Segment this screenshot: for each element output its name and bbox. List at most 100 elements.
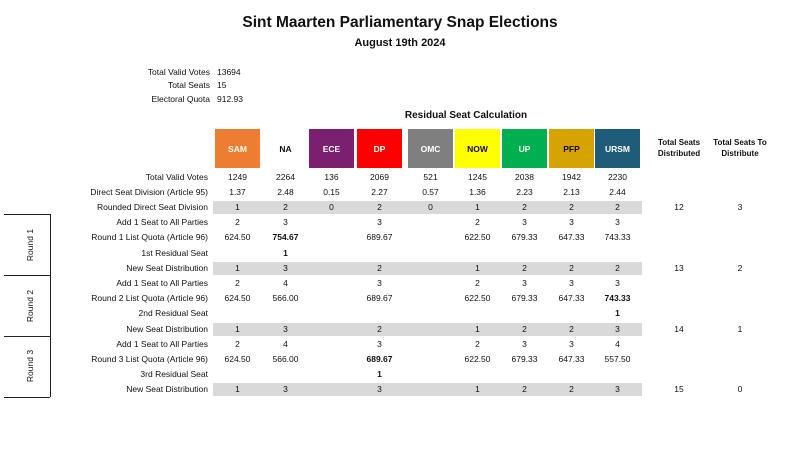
cell-dp: 689.67	[366, 353, 393, 364]
cell-na: 3	[283, 384, 288, 395]
party-header-sam: SAM	[215, 129, 260, 168]
cell-na: 1	[283, 247, 288, 258]
cell-pfp: 1942	[562, 171, 581, 182]
row-highlight	[213, 261, 642, 275]
cell-dp: 2.27	[371, 186, 388, 197]
cell-pfp: 2	[569, 323, 574, 334]
cell-na: 3	[283, 323, 288, 334]
cell-now: 1	[475, 262, 480, 273]
cell-ursm: 2	[615, 262, 620, 273]
row-label: New Seat Distribution	[126, 323, 208, 334]
page-title: Sint Maarten Parliamentary Snap Election…	[242, 14, 558, 31]
cell-now: 2	[475, 217, 480, 228]
cell-ursm: 557.50	[604, 353, 631, 364]
cell-up: 679.33	[511, 232, 538, 243]
row-label: Round 3 List Quota (Article 96)	[91, 353, 208, 364]
cell-up: 679.33	[511, 353, 538, 364]
row-label: New Seat Distribution	[126, 384, 208, 395]
cell-dp: 1	[377, 369, 382, 380]
total-distributed-value: 14	[674, 323, 684, 334]
party-header-ursm: URSM	[595, 129, 640, 168]
row-label: New Seat Distribution	[126, 262, 208, 273]
summary-label: Electoral Quota	[151, 93, 210, 104]
cell-na: 754.67	[272, 232, 299, 243]
round-separator	[4, 396, 50, 398]
row-highlight	[213, 322, 642, 336]
party-header-pfp: PFP	[549, 129, 594, 168]
cell-dp: 3	[377, 277, 382, 288]
cell-ursm: 3	[615, 277, 620, 288]
row-label: Round 1 List Quota (Article 96)	[91, 232, 208, 243]
row-label: Rounded Direct Seat Division	[96, 201, 208, 212]
cell-ece: 0	[329, 201, 334, 212]
total-seats-distributed-header: Total Seats Distributed	[657, 138, 701, 158]
party-header-now: NOW	[455, 129, 500, 168]
cell-ursm: 3	[615, 384, 620, 395]
summary-row-total-votes: Total Valid Votes 13694	[100, 66, 243, 79]
cell-pfp: 647.33	[558, 293, 585, 304]
cell-sam: 1	[235, 262, 240, 273]
cell-up: 3	[522, 277, 527, 288]
cell-sam: 624.50	[224, 293, 251, 304]
total-to-distribute-value: 0	[737, 384, 743, 395]
cell-now: 1.36	[469, 186, 486, 197]
cell-up: 3	[522, 217, 527, 228]
cell-ursm: 3	[615, 217, 620, 228]
row-label: Direct Seat Division (Article 95)	[90, 186, 208, 197]
cell-ursm: 2	[615, 201, 620, 212]
cell-pfp: 3	[569, 277, 574, 288]
row-label: 2nd Residual Seat	[138, 308, 208, 319]
cell-omc: 521	[423, 171, 438, 182]
cell-dp: 2	[377, 323, 382, 334]
cell-ursm: 2.44	[609, 186, 626, 197]
cell-dp: 2069	[370, 171, 389, 182]
cell-na: 3	[283, 262, 288, 273]
cell-omc: 0	[428, 201, 433, 212]
cell-dp: 689.67	[366, 293, 393, 304]
row-label: Add 1 Seat to All Parties	[116, 277, 208, 288]
summary-label: Total Valid Votes	[147, 67, 210, 77]
summary-value: 912.93	[217, 93, 243, 104]
cell-dp: 689.67	[366, 232, 393, 243]
summary-row-electoral-quota: Electoral Quota 912.93	[100, 93, 243, 106]
cell-ursm: 2230	[608, 171, 627, 182]
calculation-title: Residual Seat Calculation	[404, 110, 528, 121]
summary-row-total-seats: Total Seats 15	[100, 79, 243, 92]
round-separator	[4, 336, 50, 337]
cell-now: 1	[475, 323, 480, 334]
cell-now: 1	[475, 384, 480, 395]
cell-up: 679.33	[511, 293, 538, 304]
cell-sam: 624.50	[224, 232, 251, 243]
row-label: Add 1 Seat to All Parties	[116, 338, 208, 349]
cell-now: 1245	[468, 171, 487, 182]
cell-dp: 2	[377, 201, 382, 212]
cell-pfp: 2	[569, 201, 574, 212]
cell-dp: 3	[377, 217, 382, 228]
cell-pfp: 2	[569, 384, 574, 395]
cell-now: 1	[475, 201, 480, 212]
cell-dp: 3	[377, 384, 382, 395]
cell-sam: 2	[235, 338, 240, 349]
total-to-distribute-value: 1	[737, 323, 743, 334]
cell-pfp: 647.33	[558, 353, 585, 364]
cell-now: 622.50	[464, 293, 491, 304]
cell-na: 4	[283, 338, 288, 349]
cell-sam: 2	[235, 217, 240, 228]
row-label: 3rd Residual Seat	[140, 369, 208, 380]
cell-sam: 1	[235, 323, 240, 334]
party-header-na: NA	[263, 129, 308, 168]
cell-sam: 1249	[228, 171, 247, 182]
cell-sam: 1.37	[229, 186, 246, 197]
cell-now: 2	[475, 277, 480, 288]
cell-up: 2	[522, 262, 527, 273]
cell-dp: 3	[377, 338, 382, 349]
cell-ursm: 4	[615, 338, 620, 349]
total-distributed-value: 12	[674, 201, 684, 212]
total-seats-to-distribute-header: Total Seats To Distribute	[713, 138, 767, 158]
round-bracket-line	[50, 336, 51, 397]
summary-value: 13694	[217, 67, 241, 77]
cell-pfp: 2	[569, 262, 574, 273]
total-to-distribute-value: 2	[737, 262, 743, 273]
cell-na: 2	[283, 201, 288, 212]
cell-omc: 0.57	[422, 186, 439, 197]
